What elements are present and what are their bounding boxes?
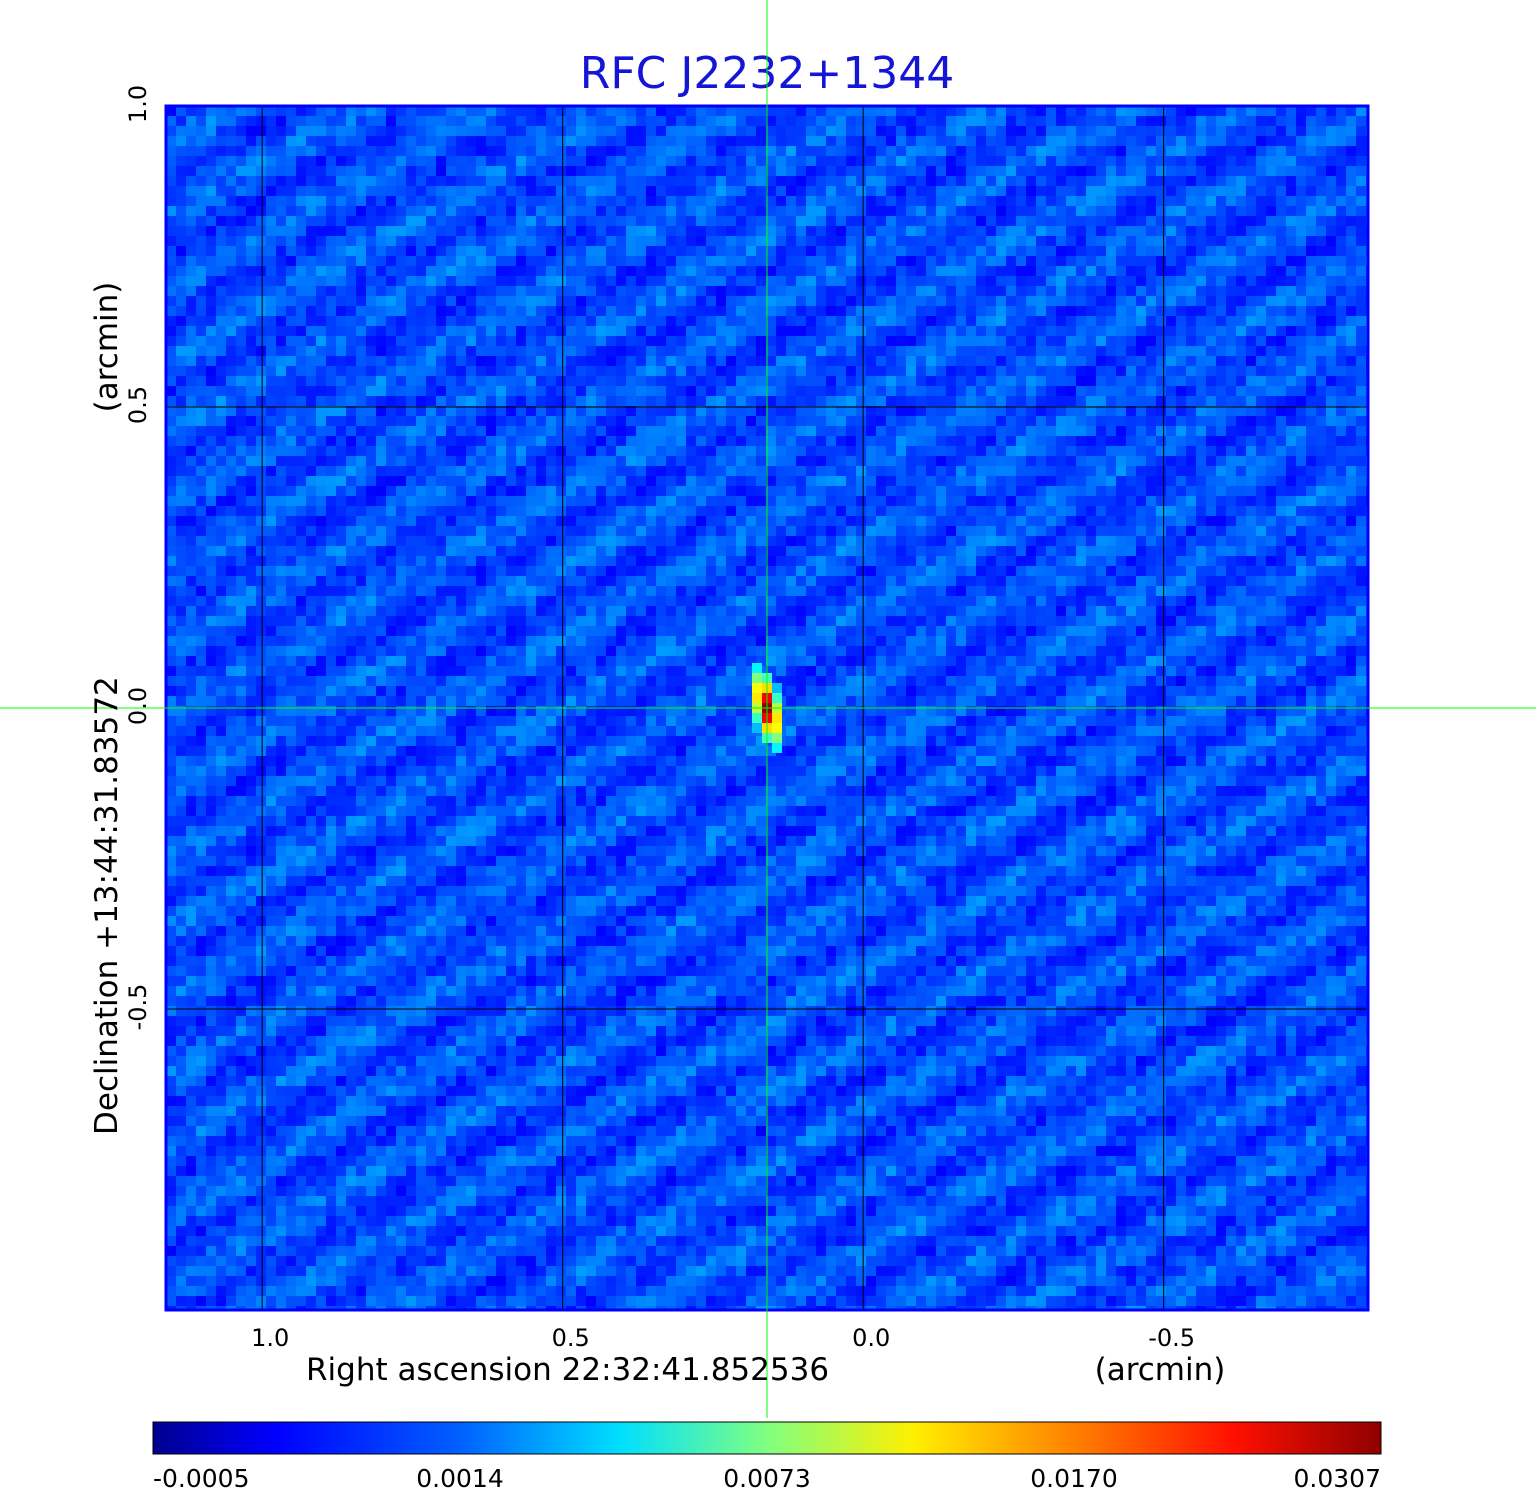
colorbar-tick-label: 0.0307	[1294, 1464, 1381, 1493]
colorbar-tick-labels: -0.0005 0.0014 0.0073 0.0170 0.0307	[153, 1464, 1381, 1493]
colorbar-tick-label: 0.0073	[723, 1464, 810, 1493]
y-axis-label: Declination +13:44:31.83572	[89, 676, 125, 1135]
x-tick-labels: 1.0 0.5 0.0 -0.5	[251, 1324, 1195, 1352]
image-plot	[164, 104, 1370, 1312]
colorbar-tick-label: 0.0170	[1030, 1464, 1117, 1493]
colorbar-tick-label: -0.0005	[153, 1464, 250, 1493]
y-tick-label: 0.5	[124, 386, 152, 424]
colorbar-tick-label: 0.0014	[416, 1464, 503, 1493]
x-tick-label: -0.5	[1148, 1324, 1195, 1352]
noise-texture	[166, 106, 1368, 1310]
y-tick-labels: 1.0 0.5 0.0 -0.5	[124, 85, 152, 1031]
colorbar-gradient	[152, 1421, 1382, 1455]
y-tick-label: 0.0	[124, 687, 152, 725]
colorbar: -0.0005 0.0014 0.0073 0.0170 0.0307	[152, 1421, 1382, 1493]
x-tick-label: 1.0	[251, 1324, 289, 1352]
x-axis-label: Right ascension 22:32:41.852536	[306, 1352, 829, 1388]
y-tick-label: 1.0	[124, 85, 152, 123]
y-tick-label: -0.5	[124, 984, 152, 1031]
x-tick-label: 0.0	[852, 1324, 890, 1352]
x-tick-label: 0.5	[552, 1324, 590, 1352]
y-axis-unit: (arcmin)	[89, 282, 125, 413]
x-axis-unit: (arcmin)	[1095, 1352, 1226, 1388]
